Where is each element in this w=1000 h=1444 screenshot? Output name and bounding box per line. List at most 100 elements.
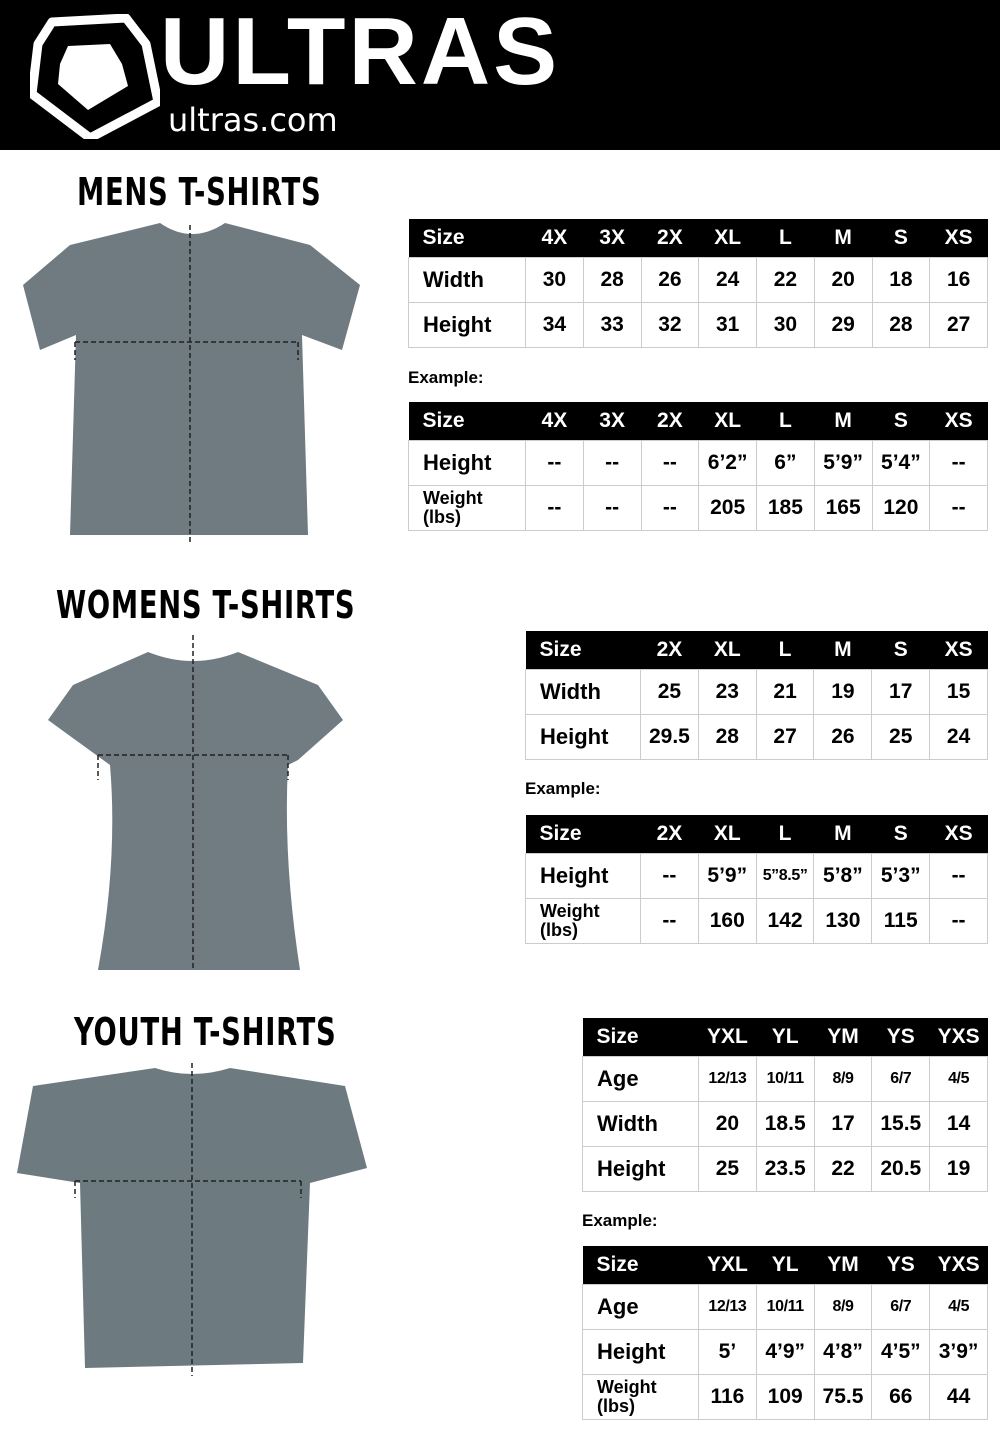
- row-label: Weight (lbs): [582, 1373, 699, 1420]
- youth-title: YOUTH T-SHIRTS: [74, 1010, 337, 1054]
- table-cell: --: [929, 484, 988, 531]
- table-header-row: Size 4X 3X 2X XL L M S XS: [408, 402, 988, 440]
- table-cell: 142: [755, 897, 815, 944]
- size-column-header: YXL: [698, 1018, 757, 1056]
- size-column-header: 2X: [641, 402, 699, 440]
- table-cell: 12/13: [698, 1055, 757, 1102]
- mens-example-label: Example:: [408, 368, 484, 387]
- table-cell: 44: [929, 1373, 988, 1420]
- table-cell: --: [582, 484, 642, 531]
- table-cell: 16: [929, 256, 988, 303]
- size-label-header: Size: [582, 1018, 699, 1056]
- table-cell: 165: [813, 484, 873, 531]
- table-cell: 19: [929, 1145, 988, 1192]
- table-row: Height -- 5’9” 5”8.5” 5’8” 5’3” --: [525, 852, 988, 899]
- table-row: Weight (lbs) -- -- -- 205 185 165 120 --: [408, 484, 988, 531]
- table-cell: 4’9”: [755, 1328, 815, 1375]
- table-cell: 30: [525, 256, 584, 303]
- size-column-header: YXS: [929, 1246, 988, 1284]
- table-cell: 31: [698, 301, 757, 348]
- womens-example-label: Example:: [525, 779, 601, 798]
- table-cell: 33: [582, 301, 642, 348]
- table-cell: 5’9”: [813, 439, 873, 486]
- size-column-header: XL: [698, 402, 757, 440]
- table-cell: 4’8”: [813, 1328, 873, 1375]
- size-column-header: YS: [871, 1018, 930, 1056]
- table-cell: 20: [698, 1100, 757, 1147]
- table-cell: 15: [929, 668, 988, 715]
- mens-example-table: Size 4X 3X 2X XL L M S XS Height -- -- -- 6’2” 6” 5’9” 5…: [408, 402, 988, 531]
- size-column-header: L: [756, 815, 814, 853]
- table-cell: --: [640, 439, 700, 486]
- table-header-row: Size 2X XL L M S XS: [525, 631, 988, 669]
- table-cell: --: [640, 897, 699, 944]
- table-row: Height 25 23.5 22 20.5 19: [582, 1145, 988, 1192]
- row-label: Width: [408, 256, 526, 303]
- table-cell: 27: [755, 713, 815, 760]
- size-column-header: YL: [756, 1246, 815, 1284]
- table-cell: --: [929, 897, 988, 944]
- size-column-header: L: [756, 631, 814, 669]
- womens-measure-table: Size 2X XL L M S XS Width 25 23 21 19 17 15 Height 29.5…: [525, 631, 988, 760]
- shield-logo-icon: [30, 14, 160, 139]
- table-cell: 160: [697, 897, 757, 944]
- row-label: Weight (lbs): [408, 484, 526, 531]
- table-cell: 5’: [698, 1328, 757, 1375]
- size-column-header: YS: [871, 1246, 930, 1284]
- table-cell: 109: [755, 1373, 815, 1420]
- table-cell: 12/13: [698, 1283, 757, 1330]
- table-cell: 14: [929, 1100, 988, 1147]
- table-cell: --: [525, 439, 584, 486]
- size-column-header: 3X: [583, 219, 641, 257]
- table-cell: 24: [698, 256, 757, 303]
- row-label: Height: [408, 301, 526, 348]
- brand-site[interactable]: ultras.com: [168, 101, 338, 139]
- table-header-row: Size YXL YL YM YS YXS: [582, 1246, 988, 1284]
- table-cell: 28: [697, 713, 757, 760]
- table-cell: 115: [871, 897, 931, 944]
- table-cell: 28: [582, 256, 642, 303]
- table-cell: 34: [525, 301, 584, 348]
- brand-name: ULTRAS: [160, 0, 561, 105]
- womens-example-table: Size 2X XL L M S XS Height -- 5’9” 5”8.5” 5’8” 5’3” -…: [525, 815, 988, 944]
- table-cell: 24: [929, 713, 988, 760]
- table-cell: 22: [813, 1145, 873, 1192]
- row-label: Width: [582, 1100, 699, 1147]
- table-header-row: Size YXL YL YM YS YXS: [582, 1018, 988, 1056]
- row-label: Height: [525, 852, 641, 899]
- size-column-header: YM: [814, 1018, 872, 1056]
- size-column-header: XS: [929, 402, 988, 440]
- table-cell: 5’8”: [813, 852, 873, 899]
- table-cell: 116: [698, 1373, 757, 1420]
- table-cell: --: [525, 484, 584, 531]
- size-column-header: M: [813, 815, 872, 853]
- youth-example-table: Size YXL YL YM YS YXS Age 12/13 10/11 8/9 6/7 4/5 He…: [582, 1246, 988, 1420]
- table-cell: 4’5”: [871, 1328, 931, 1375]
- womens-title: WOMENS T-SHIRTS: [56, 583, 356, 627]
- table-cell: 130: [813, 897, 873, 944]
- row-label: Height: [408, 439, 526, 486]
- table-cell: 23: [697, 668, 757, 715]
- mens-title: MENS T-SHIRTS: [77, 170, 322, 214]
- table-row: Age 12/13 10/11 8/9 6/7 4/5: [582, 1055, 988, 1102]
- table-cell: 8/9: [813, 1283, 873, 1330]
- size-column-header: 2X: [641, 219, 699, 257]
- size-column-header: M: [813, 631, 872, 669]
- size-column-header: S: [871, 815, 930, 853]
- table-row: Weight (lbs) 116 109 75.5 66 44: [582, 1373, 988, 1420]
- row-label: Height: [582, 1328, 699, 1375]
- table-row: Age 12/13 10/11 8/9 6/7 4/5: [582, 1283, 988, 1330]
- size-column-header: 4X: [525, 402, 584, 440]
- table-cell: --: [929, 852, 988, 899]
- youth-tshirt-image: [17, 1063, 367, 1376]
- table-cell: 15.5: [871, 1100, 931, 1147]
- table-cell: 25: [871, 713, 931, 760]
- table-row: Height 5’ 4’9” 4’8” 4’5” 3’9”: [582, 1328, 988, 1375]
- table-cell: 30: [756, 301, 815, 348]
- size-label-header: Size: [525, 631, 641, 669]
- table-row: Height 34 33 32 31 30 29 28 27: [408, 301, 988, 348]
- table-cell: 23.5: [755, 1145, 815, 1192]
- size-column-header: 2X: [640, 631, 699, 669]
- mens-tshirt-image: [23, 223, 360, 545]
- size-label-header: Size: [408, 402, 526, 440]
